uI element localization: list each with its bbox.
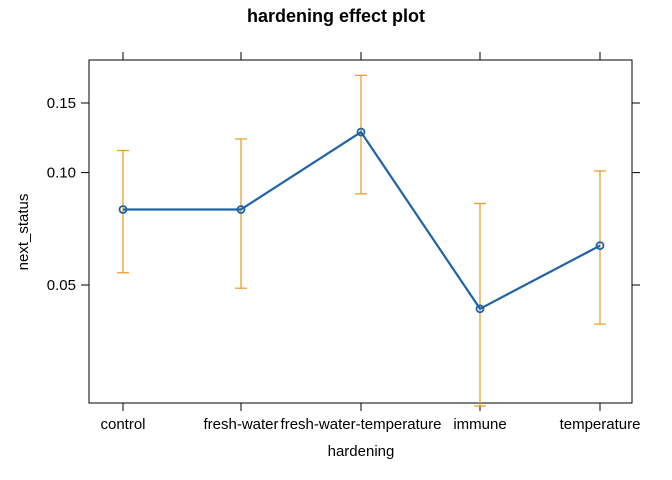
y-axis-label: next_status xyxy=(15,194,32,271)
x-axis-label: hardening xyxy=(328,443,395,460)
y-tick-labels: 0.05 0.10 0.15 xyxy=(47,95,76,294)
data-point xyxy=(595,241,605,251)
y-tick-label: 0.05 xyxy=(47,277,76,294)
data-point xyxy=(236,205,246,214)
data-points xyxy=(118,127,605,314)
x-tick-label: immune xyxy=(453,416,506,433)
series-line xyxy=(123,130,601,310)
chart-title: hardening effect plot xyxy=(247,6,425,26)
data-point xyxy=(475,304,485,314)
x-tick-labels: control fresh-water fresh-water-temperatur… xyxy=(100,416,640,433)
error-bars xyxy=(117,74,606,407)
axis-ticks xyxy=(81,52,640,411)
x-tick-label: control xyxy=(100,416,145,433)
y-tick-label: 0.15 xyxy=(47,95,76,112)
data-point xyxy=(356,127,366,137)
x-tick-label: temperature xyxy=(560,416,641,433)
data-point xyxy=(118,205,128,214)
x-tick-label: fresh-water-temperature xyxy=(281,416,442,433)
y-tick-label: 0.10 xyxy=(47,165,76,182)
x-tick-label: fresh-water xyxy=(203,416,278,433)
